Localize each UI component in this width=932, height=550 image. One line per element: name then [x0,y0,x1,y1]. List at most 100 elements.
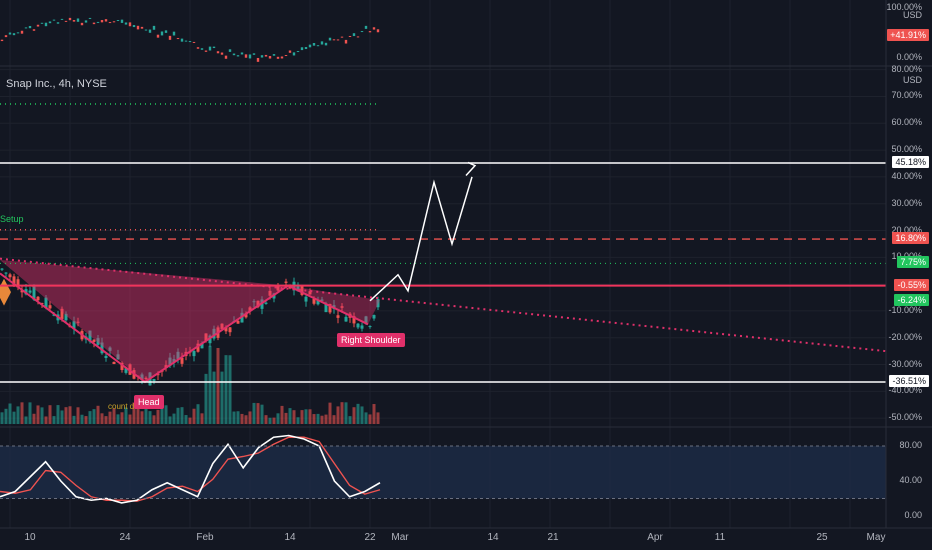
volume-bar [12,411,16,424]
top-candle [112,21,116,23]
volume-bar [144,408,148,424]
price-axis-label: -20.00% [888,331,922,342]
candle-body [296,284,300,292]
stoch-axis-label: 40.00 [899,475,922,485]
volume-bar [24,416,28,424]
candle-body [100,342,104,354]
price-badge: 7.75% [897,256,929,269]
candle-body [248,307,252,312]
volume-bar [92,409,96,424]
top-candle [356,36,360,38]
top-candle [116,20,120,22]
top-axis-label: 0.00% [896,52,922,62]
top-candle [228,49,232,52]
top-candle [168,35,172,40]
head-triangle [0,259,288,382]
volume-bar [108,411,112,424]
top-candle [120,19,124,23]
candle-body [244,313,248,318]
volume-bar [200,413,204,424]
top-candle [16,32,20,34]
volume-bar [152,415,156,424]
top-candle [24,27,28,29]
volume-bar [272,417,276,424]
volume-bar [100,413,104,424]
volume-bar [44,416,48,424]
volume-bar [248,411,252,424]
top-candle [340,36,344,38]
top-candle [256,57,260,62]
candle-body [36,296,40,301]
top-candle [264,54,268,57]
volume-bar [372,404,376,424]
top-candle [196,47,200,49]
volume-bar [148,411,152,424]
top-candle [296,51,300,53]
candle-body [268,290,272,296]
top-candle [320,41,324,45]
candle-body [96,338,100,345]
volume-bar [32,413,36,424]
volume-bar [164,405,168,424]
volume-bar [156,409,160,424]
candle-body [224,327,228,332]
volume-bar [56,405,60,424]
top-candle [20,30,24,34]
top-candle [212,46,216,49]
time-axis-label: 22 [364,532,376,543]
top-candle [312,43,316,46]
time-axis-label: 14 [284,532,296,543]
candle-body [196,343,200,352]
candle-body [60,308,64,319]
top-candle [144,29,148,31]
top-candle [208,46,212,51]
top-candle [84,20,88,23]
candle-body [112,361,116,365]
volume-bar [4,408,8,424]
time-axis-label: 14 [487,532,499,543]
candle-body [360,325,364,329]
top-candle [220,52,224,55]
top-axis-unit: USD [902,10,922,20]
volume-bar [120,412,124,424]
candle-body [316,299,320,305]
top-candle [12,33,16,36]
volume-bar [264,415,268,424]
volume-bar [288,408,292,424]
price-axis-label: 80.00% [891,63,922,74]
volume-bar [252,402,256,424]
candle-body [44,297,48,308]
top-candle [204,50,208,52]
top-candle [44,22,48,27]
top-candle [72,20,76,22]
top-candle [124,22,128,25]
candle-body [220,323,224,329]
top-candle [140,26,144,29]
candle-body [140,374,144,380]
volume-bar [256,403,260,424]
price-axis-label: 40.00% [891,170,922,181]
candle-body [64,313,68,321]
time-axis-label: Apr [647,532,663,543]
top-candle [36,24,40,27]
top-candle [280,56,284,59]
time-axis-label: May [866,532,886,543]
top-candle [284,55,288,57]
top-candle [376,29,380,33]
price-axis-label: -10.00% [888,304,922,315]
candle-body [236,320,240,324]
candle-body [256,300,260,308]
top-candle [156,34,160,38]
candle-body [308,291,312,295]
top-pane-badge: +41.91% [887,29,929,41]
volume-bar [124,407,128,424]
volume-bar [260,404,264,424]
candle-body [228,327,232,333]
price-badge: -6.24% [894,293,929,306]
candle-body [28,290,32,293]
top-candle [136,25,140,30]
top-candle [100,20,104,23]
top-candle [132,25,136,28]
volume-bar [140,411,144,424]
candle-body [328,304,332,313]
